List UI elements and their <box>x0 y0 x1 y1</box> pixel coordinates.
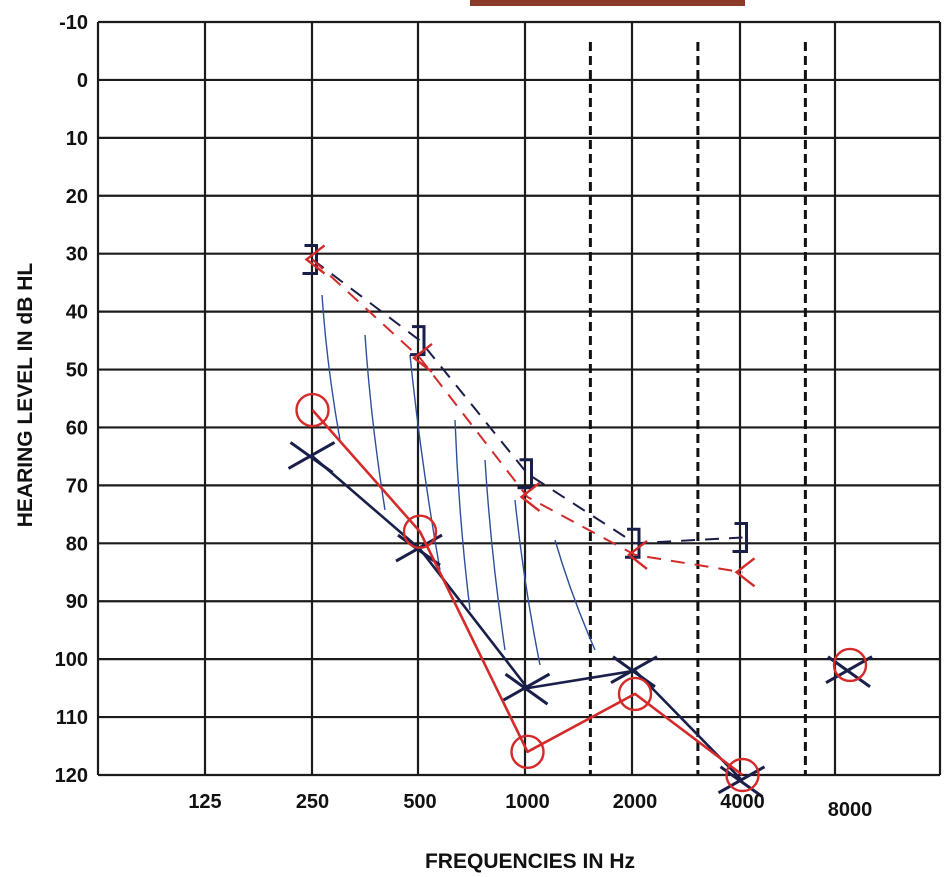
y-tick-label: 30 <box>66 244 88 266</box>
x-marker <box>610 655 658 688</box>
o-marker <box>295 392 330 428</box>
o-marker <box>402 514 438 549</box>
o-marker <box>725 757 760 793</box>
hatch-stroke <box>321 294 341 441</box>
y-tick-label: -10 <box>59 12 88 34</box>
chevron-marker <box>734 557 756 588</box>
top-edge-band <box>470 0 745 6</box>
o-marker <box>510 734 545 770</box>
y-tick-label: 0 <box>77 70 88 92</box>
chevron-marker <box>627 539 648 570</box>
x-tick-label: 250 <box>296 791 329 813</box>
o-marker <box>617 676 653 712</box>
bracket-marker <box>302 243 318 275</box>
hatch-stroke <box>484 459 506 651</box>
y-tick-label: 110 <box>56 707 88 729</box>
series-0 <box>287 441 873 799</box>
y-tick-label: 100 <box>55 649 88 671</box>
y-tick-label: 50 <box>66 360 88 382</box>
chart-grid <box>96 20 942 777</box>
x-axis-label: FREQUENCIES IN Hz <box>425 850 635 873</box>
y-tick-label: 80 <box>66 533 88 555</box>
x-marker <box>287 441 336 474</box>
hatch-stroke <box>454 419 471 611</box>
y-tick-label: 90 <box>66 591 88 613</box>
y-tick-label: 20 <box>66 186 88 208</box>
hand-hatching <box>321 294 596 666</box>
chevron-marker <box>304 244 326 275</box>
x-tick-label: 125 <box>188 791 221 813</box>
y-tick-label: 10 <box>66 128 88 150</box>
y-axis-label: HEARING LEVEL IN dB HL <box>14 263 37 528</box>
x-tick-label: 500 <box>403 791 436 813</box>
y-tick-label: 120 <box>55 765 88 787</box>
x-tick-label: 8000 <box>828 799 873 821</box>
x-tick-label: 2000 <box>613 791 658 813</box>
series-line <box>311 258 743 545</box>
hatch-stroke <box>514 499 541 666</box>
hatch-stroke <box>409 354 441 571</box>
y-tick-labels: -10 0 10 20 30 40 50 60 70 80 90 100 110 120 <box>55 12 88 787</box>
bracket-marker <box>517 458 533 490</box>
x-tick-label: 1000 <box>505 791 550 813</box>
y-tick-label: 70 <box>66 475 88 497</box>
hatch-stroke <box>364 334 386 511</box>
chevron-marker <box>519 482 541 512</box>
series-3 <box>304 244 756 588</box>
x-tick-labels: 125 250 500 1000 2000 4000 8000 <box>188 791 872 821</box>
x-marker <box>502 672 551 706</box>
x-tick-label: 4000 <box>720 791 765 813</box>
chevron-marker <box>412 343 433 373</box>
series-line <box>311 455 744 782</box>
series-line <box>311 409 744 777</box>
y-tick-label: 60 <box>66 417 88 439</box>
bracket-marker <box>732 522 748 554</box>
series-line <box>311 258 743 574</box>
series-1 <box>295 392 868 793</box>
o-marker <box>832 647 868 683</box>
chart-series <box>287 243 873 799</box>
hatch-stroke <box>554 539 596 651</box>
y-tick-label: 40 <box>66 302 88 324</box>
